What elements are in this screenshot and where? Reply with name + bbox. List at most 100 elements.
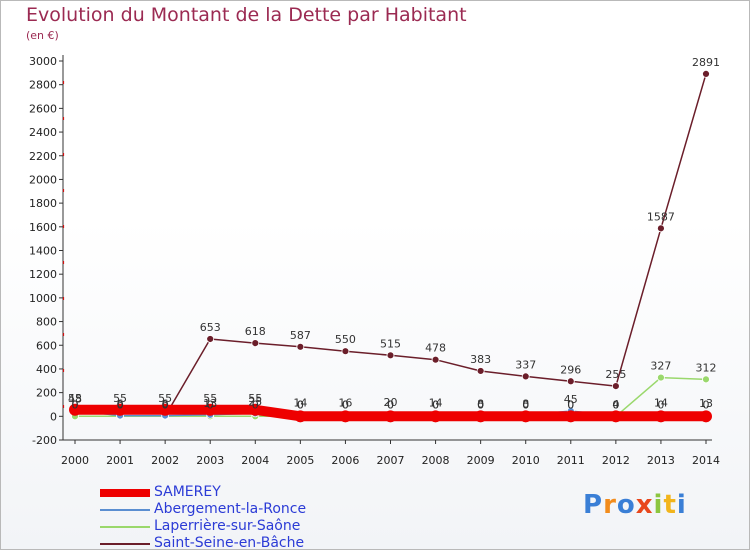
y-tick-label: -200	[32, 434, 57, 447]
data-label-2: 0	[252, 398, 259, 411]
series-point-0	[700, 410, 712, 423]
data-label-1: 13	[699, 397, 713, 410]
x-tick-label: 2006	[331, 454, 359, 467]
data-label-1: 48	[68, 393, 82, 406]
series-point-0	[294, 410, 307, 423]
data-label-0: 0	[567, 398, 574, 411]
x-tick-label: 2003	[196, 454, 224, 467]
data-label-1: 25	[248, 395, 262, 408]
data-label-3: 618	[245, 325, 266, 338]
y-tick-label: 1800	[29, 197, 57, 210]
legend-label: Laperrière-sur-Saône	[154, 518, 301, 534]
data-label-0: 0	[387, 398, 394, 411]
logo-letter: t	[663, 490, 677, 520]
data-label-2: 0	[432, 398, 439, 411]
data-label-3: 550	[335, 333, 356, 346]
series-point-2	[657, 373, 665, 382]
series-line-3	[75, 73, 707, 418]
series-point-3	[657, 224, 665, 233]
logo-letter: i	[676, 490, 687, 520]
series-point-0	[339, 410, 352, 423]
series-point-3	[251, 339, 260, 348]
series-point-0	[384, 410, 397, 423]
data-label-0: 55	[248, 392, 262, 405]
x-tick-label: 2008	[422, 454, 450, 467]
data-label-3: 653	[200, 321, 221, 334]
data-label-0: 55	[203, 392, 217, 405]
y-tick-label: 2200	[29, 150, 57, 163]
data-label-3: 478	[425, 342, 446, 355]
data-label-3: 255	[605, 368, 626, 381]
y-tick-label: 0	[50, 410, 57, 423]
data-label-0: 0	[477, 398, 484, 411]
legend-label: Abergement-la-Ronce	[154, 501, 307, 517]
logo-letter: i	[653, 490, 664, 520]
data-label-2: 312	[696, 361, 717, 374]
data-label-1: 14	[429, 397, 443, 410]
series-point-0	[609, 410, 622, 423]
data-label-0: 0	[522, 398, 529, 411]
legend-swatch	[100, 526, 150, 528]
data-label-0: 55	[113, 392, 127, 405]
logo-letter: x	[635, 490, 654, 520]
x-tick-label: 2011	[557, 454, 585, 467]
data-label-1: 13	[203, 397, 217, 410]
x-tick-label: 2005	[286, 454, 314, 467]
series-point-3	[611, 382, 620, 391]
data-label-2: 0	[72, 398, 79, 411]
series-point-3	[476, 367, 485, 375]
data-label-0: 0	[342, 398, 349, 411]
data-label-0: 55	[158, 392, 172, 405]
series-point-0	[474, 410, 487, 423]
data-label-1: 16	[338, 396, 352, 409]
data-label-0: 0	[703, 398, 710, 411]
data-label-3: 0	[162, 398, 169, 411]
data-label-2: 0	[342, 398, 349, 411]
logo-letter: P	[583, 490, 604, 520]
data-label-3: 0	[117, 398, 124, 411]
legend-label: SAMEREY	[154, 484, 221, 500]
data-label-1: 20	[384, 396, 398, 409]
data-label-3: 587	[290, 329, 311, 342]
data-label-2: 0	[522, 398, 529, 411]
data-label-1: 8	[522, 397, 529, 410]
y-tick-label: 200	[36, 387, 57, 400]
data-label-1: 14	[654, 397, 668, 410]
data-label-3: 337	[515, 358, 536, 371]
proxiti-logo: Proxiti	[583, 490, 687, 520]
data-label-0: 0	[612, 398, 619, 411]
series-point-0	[204, 403, 217, 416]
series-point-3	[566, 377, 575, 386]
series-point-0	[114, 403, 127, 416]
data-label-2: 0	[567, 398, 574, 411]
chart-title: Evolution du Montant de la Dette par Hab…	[26, 4, 467, 26]
series-point-3	[341, 347, 350, 356]
x-tick-label: 2013	[647, 454, 675, 467]
series-point-0	[159, 403, 172, 416]
series-point-3	[296, 342, 305, 351]
x-tick-label: 2002	[151, 454, 179, 467]
y-tick-label: 2000	[29, 173, 57, 186]
data-label-1: 4	[612, 398, 619, 411]
data-label-1: 6	[117, 398, 124, 411]
series-point-2	[702, 375, 710, 384]
data-label-3: 1587	[647, 210, 675, 223]
data-label-1: 45	[564, 393, 578, 406]
series-point-3	[702, 70, 710, 78]
data-label-3: 2891	[692, 56, 720, 69]
x-tick-label: 2001	[106, 454, 134, 467]
y-tick-label: 2800	[29, 79, 57, 92]
data-label-3: 296	[560, 363, 581, 376]
x-tick-label: 2014	[692, 454, 720, 467]
series-point-3	[431, 355, 440, 364]
data-label-0: 55	[68, 392, 82, 405]
data-label-1: 8	[477, 397, 484, 410]
series-point-0	[429, 410, 442, 423]
data-label-3: 0	[72, 398, 79, 411]
legend-swatch	[100, 509, 150, 511]
legend-swatch	[100, 543, 150, 545]
series-point-0	[519, 410, 532, 423]
y-tick-label: 2600	[29, 102, 57, 115]
